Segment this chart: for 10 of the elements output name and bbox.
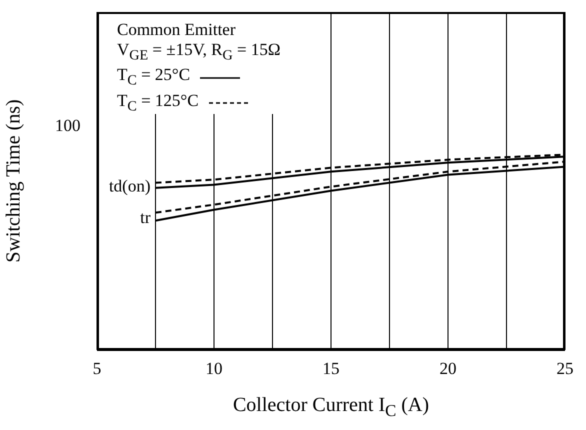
text: 100 <box>55 116 80 135</box>
y-axis-title: Switching Time (ns) <box>2 99 26 263</box>
x-tick-label: 10 <box>206 359 222 378</box>
annotation: td(on) <box>108 176 150 196</box>
x-tick-label: 20 <box>440 359 456 378</box>
x-tick-label: 25 <box>556 359 574 378</box>
x-tick-label: 5 <box>92 359 102 378</box>
x-tick-label: 15 <box>322 359 340 378</box>
x-axis-title: Collector Current I$_{C}$ (A) <box>232 394 430 420</box>
annotation: tr <box>140 208 151 227</box>
